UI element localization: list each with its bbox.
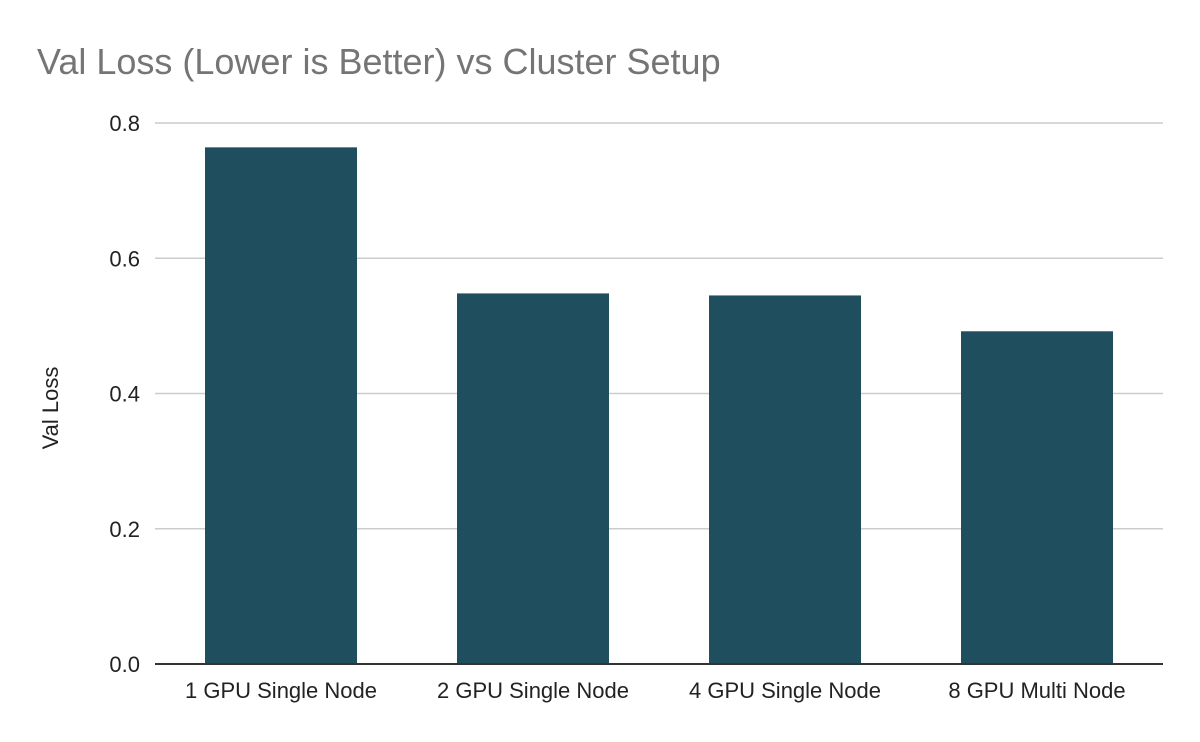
bar bbox=[709, 295, 861, 664]
bar bbox=[961, 331, 1113, 664]
y-tick-label: 0.8 bbox=[109, 111, 140, 136]
x-category-label: 1 GPU Single Node bbox=[185, 678, 377, 703]
y-axis-label: Val Loss bbox=[38, 367, 63, 450]
y-tick-label: 0.4 bbox=[109, 382, 140, 407]
bars bbox=[205, 147, 1113, 665]
y-tick-label: 0.2 bbox=[109, 517, 140, 542]
x-category-label: 8 GPU Multi Node bbox=[948, 678, 1125, 703]
x-category-label: 4 GPU Single Node bbox=[689, 678, 881, 703]
bar bbox=[205, 147, 357, 665]
y-tick-label: 0.0 bbox=[109, 652, 140, 677]
x-axis-categories: 1 GPU Single Node 2 GPU Single Node 4 GPU … bbox=[185, 678, 1126, 703]
y-tick-label: 0.6 bbox=[109, 246, 140, 271]
y-axis-ticks: 0.0 0.2 0.4 0.6 0.8 bbox=[109, 111, 140, 677]
x-category-label: 2 GPU Single Node bbox=[437, 678, 629, 703]
bar bbox=[457, 293, 609, 664]
chart-title: Val Loss (Lower is Better) vs Cluster Se… bbox=[37, 41, 721, 82]
